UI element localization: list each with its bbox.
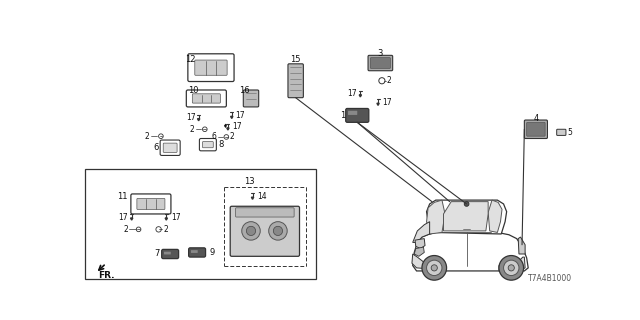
Text: 17: 17: [118, 212, 128, 221]
Circle shape: [156, 227, 161, 232]
Text: 7: 7: [155, 250, 160, 259]
FancyBboxPatch shape: [188, 54, 234, 82]
Polygon shape: [252, 197, 253, 199]
Text: 15: 15: [291, 55, 301, 64]
Circle shape: [508, 265, 515, 271]
Polygon shape: [230, 116, 233, 118]
FancyBboxPatch shape: [371, 58, 390, 68]
FancyBboxPatch shape: [368, 55, 393, 71]
Circle shape: [246, 226, 255, 236]
Circle shape: [159, 134, 163, 139]
Text: 17: 17: [171, 212, 180, 221]
Text: 9: 9: [209, 248, 214, 257]
Text: 17: 17: [348, 89, 357, 98]
Text: 17: 17: [382, 98, 392, 107]
Polygon shape: [415, 239, 425, 249]
Text: 2: 2: [230, 132, 234, 141]
Polygon shape: [131, 218, 133, 220]
Text: 13: 13: [244, 177, 255, 186]
Text: 2: 2: [145, 132, 149, 141]
Circle shape: [379, 78, 385, 84]
FancyBboxPatch shape: [236, 208, 294, 217]
FancyBboxPatch shape: [160, 140, 180, 156]
Text: FR.: FR.: [99, 271, 115, 280]
Text: 3: 3: [378, 49, 383, 58]
Text: ♦: ♦: [222, 124, 227, 130]
Text: 12: 12: [185, 55, 196, 64]
FancyBboxPatch shape: [193, 94, 220, 103]
FancyBboxPatch shape: [191, 250, 198, 253]
Circle shape: [269, 222, 287, 240]
Polygon shape: [499, 257, 525, 271]
Circle shape: [273, 226, 283, 236]
Circle shape: [427, 260, 442, 276]
Text: 1: 1: [340, 111, 345, 120]
FancyBboxPatch shape: [346, 108, 369, 122]
Polygon shape: [377, 103, 380, 105]
Polygon shape: [488, 200, 502, 232]
FancyBboxPatch shape: [164, 252, 171, 254]
FancyBboxPatch shape: [163, 143, 177, 152]
Polygon shape: [413, 222, 429, 243]
Text: 14: 14: [257, 192, 267, 201]
Text: 2: 2: [123, 225, 128, 234]
Circle shape: [504, 260, 519, 276]
Polygon shape: [427, 200, 507, 234]
FancyBboxPatch shape: [195, 60, 227, 75]
Text: 2: 2: [163, 225, 168, 234]
Text: 2: 2: [189, 125, 194, 134]
Bar: [86, 169, 316, 279]
FancyBboxPatch shape: [186, 90, 227, 107]
Text: 17: 17: [186, 113, 196, 122]
FancyBboxPatch shape: [243, 90, 259, 107]
FancyBboxPatch shape: [131, 194, 171, 214]
Circle shape: [464, 202, 469, 206]
Polygon shape: [413, 232, 528, 271]
Polygon shape: [427, 200, 445, 234]
Text: 6: 6: [153, 143, 159, 152]
Circle shape: [242, 222, 260, 240]
Text: 5: 5: [568, 128, 572, 137]
FancyBboxPatch shape: [557, 129, 566, 135]
FancyBboxPatch shape: [137, 198, 165, 210]
Text: 4: 4: [533, 114, 538, 123]
FancyBboxPatch shape: [524, 120, 547, 139]
Circle shape: [136, 227, 141, 232]
FancyBboxPatch shape: [162, 249, 179, 259]
Polygon shape: [165, 218, 168, 220]
Text: 17: 17: [232, 123, 242, 132]
FancyBboxPatch shape: [202, 141, 213, 148]
Polygon shape: [414, 247, 424, 256]
Circle shape: [202, 127, 207, 132]
Text: T7A4B1000: T7A4B1000: [528, 274, 572, 283]
Polygon shape: [444, 202, 488, 231]
Polygon shape: [518, 237, 525, 254]
Polygon shape: [227, 128, 229, 130]
Text: 6: 6: [211, 132, 216, 141]
Text: 8: 8: [219, 140, 224, 149]
FancyBboxPatch shape: [527, 122, 545, 136]
FancyBboxPatch shape: [348, 111, 357, 115]
Polygon shape: [198, 119, 200, 121]
Text: 17: 17: [236, 111, 245, 120]
FancyBboxPatch shape: [230, 206, 300, 256]
Text: 10: 10: [188, 86, 198, 95]
Circle shape: [431, 265, 437, 271]
Circle shape: [422, 256, 447, 280]
FancyBboxPatch shape: [200, 139, 216, 151]
Polygon shape: [412, 254, 436, 269]
FancyBboxPatch shape: [189, 248, 205, 257]
Text: 11: 11: [117, 192, 128, 201]
Text: 16: 16: [239, 86, 250, 95]
Polygon shape: [359, 95, 362, 97]
Circle shape: [224, 135, 228, 139]
Circle shape: [499, 256, 524, 280]
Text: 2: 2: [387, 76, 391, 85]
FancyBboxPatch shape: [288, 64, 303, 98]
